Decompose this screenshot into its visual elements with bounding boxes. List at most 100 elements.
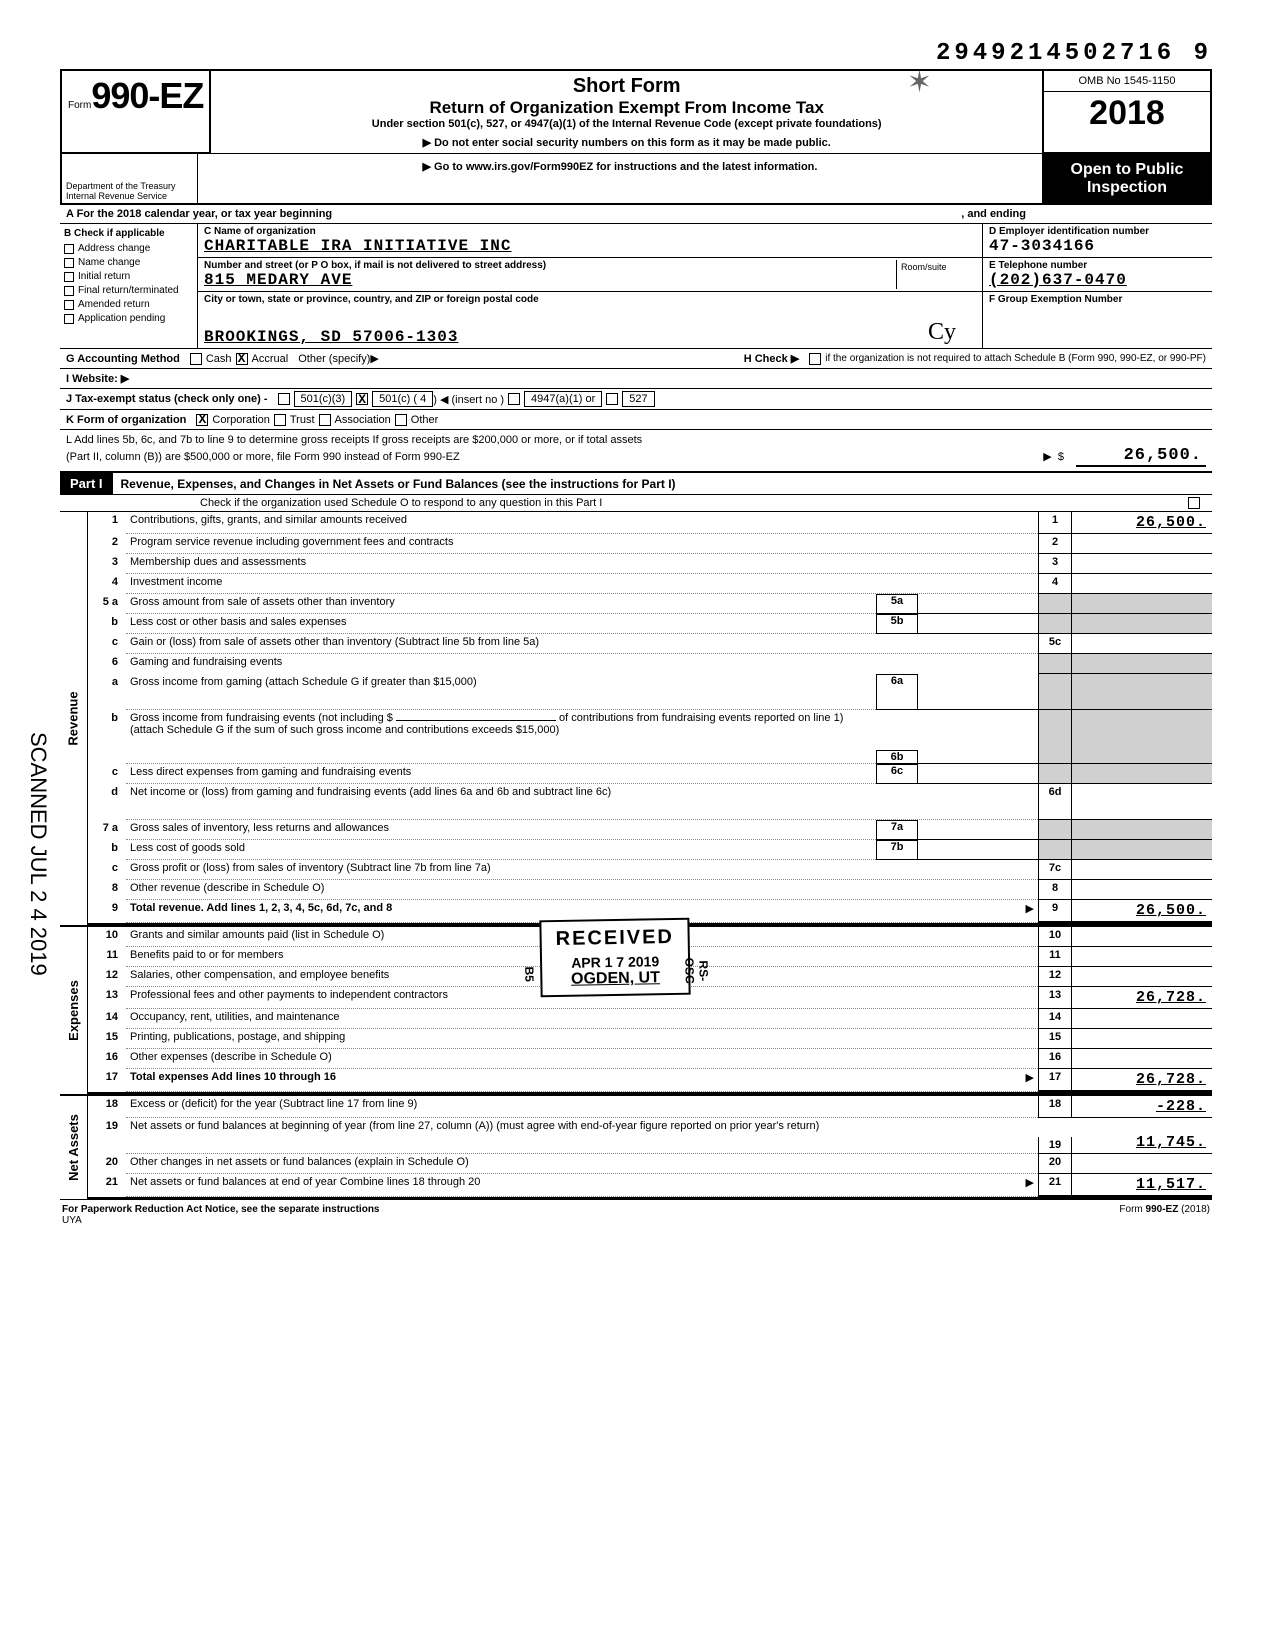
label-other-method: Other (specify)▶ <box>298 352 379 365</box>
chk-application-pending[interactable]: Application pending <box>64 313 193 324</box>
line-2-value <box>1072 534 1212 554</box>
value-street: 815 MEDARY AVE <box>204 271 896 289</box>
line-11-desc: Benefits paid to or for members <box>126 947 1038 967</box>
col-DEF: D Employer identification number 47-3034… <box>982 224 1212 348</box>
col-B: B Check if applicable Address change Nam… <box>60 224 198 348</box>
chk-name-change[interactable]: Name change <box>64 257 193 268</box>
line-19-value: 11,745. <box>1072 1132 1212 1154</box>
col-B-header: B Check if applicable <box>64 228 193 239</box>
chk-association[interactable] <box>319 414 331 426</box>
line-13-value: 26,728. <box>1072 987 1212 1009</box>
header-block: B Check if applicable Address change Nam… <box>60 224 1212 349</box>
open-public-badge: Open to Public Inspection <box>1042 154 1212 203</box>
line-11-value <box>1072 947 1212 967</box>
row-A: A For the 2018 calendar year, or tax yea… <box>60 205 1212 224</box>
footer: For Paperwork Reduction Act Notice, see … <box>60 1199 1212 1230</box>
scanned-stamp: SCANNED JUL 2 4 2019 <box>25 732 51 976</box>
line-10-value <box>1072 927 1212 947</box>
line-7b-desc: Less cost of goods sold <box>126 840 876 860</box>
label-phone: E Telephone number <box>989 260 1206 271</box>
chk-501c[interactable] <box>356 393 368 405</box>
chk-final-return[interactable]: Final return/terminated <box>64 285 193 296</box>
row-street: Number and street (or P O box, if mail i… <box>198 258 982 292</box>
label-city: City or town, state or province, country… <box>204 294 976 305</box>
row-I: I Website: ▶ <box>60 369 1212 389</box>
net-assets-section: Net Assets 18Excess or (deficit) for the… <box>60 1094 1212 1199</box>
chk-schedule-O[interactable] <box>1188 497 1200 509</box>
line-6-desc: Gaming and fundraising events <box>126 654 1038 674</box>
insert-no: ) ◀ (insert no ) <box>433 393 504 406</box>
line-10-desc: Grants and similar amounts paid (list in… <box>126 927 1038 947</box>
form-prefix: Form <box>68 100 91 111</box>
line-15-desc: Printing, publications, postage, and shi… <box>126 1029 1038 1049</box>
side-label-expenses: Expenses <box>60 927 88 1094</box>
chk-accrual[interactable] <box>236 353 248 365</box>
box-4947: 4947(a)(1) or <box>524 391 602 407</box>
L-amount: 26,500. <box>1076 446 1206 467</box>
chk-trust[interactable] <box>274 414 286 426</box>
line-5a-desc: Gross amount from sale of assets other t… <box>126 594 876 614</box>
line-4-value <box>1072 574 1212 594</box>
value-phone: (202)637-0470 <box>989 271 1206 289</box>
label-H: H Check ▶ <box>744 352 800 365</box>
label-ein: D Employer identification number <box>989 226 1206 237</box>
line-9-value: 26,500. <box>1072 900 1212 923</box>
line-7a-desc: Gross sales of inventory, less returns a… <box>126 820 876 840</box>
line-7c-value <box>1072 860 1212 880</box>
label-org-name: C Name of organization <box>204 226 976 237</box>
line-14-value <box>1072 1009 1212 1029</box>
box-501c3: 501(c)(3) <box>294 391 353 407</box>
chk-4947[interactable] <box>508 393 520 405</box>
omb-number: OMB No 1545-1150 <box>1044 71 1210 92</box>
initials-mark: Cy <box>928 319 956 346</box>
line-18-desc: Excess or (deficit) for the year (Subtra… <box>126 1096 1038 1118</box>
chk-corporation[interactable] <box>196 414 208 426</box>
line-7c-desc: Gross profit or (loss) from sales of inv… <box>126 860 1038 880</box>
line-5c-value <box>1072 634 1212 654</box>
chk-H[interactable] <box>809 353 821 365</box>
omb-year-box: OMB No 1545-1150 2018 <box>1042 69 1212 154</box>
document-id: 2949214502716 9 <box>60 40 1212 67</box>
col-C: C Name of organization CHARITABLE IRA IN… <box>198 224 982 348</box>
part-I-sub: Check if the organization used Schedule … <box>60 495 1212 512</box>
label-group-exemption: F Group Exemption Number <box>989 294 1206 305</box>
row-F-group: F Group Exemption Number <box>983 292 1212 348</box>
revenue-section: Revenue 1Contributions, gifts, grants, a… <box>60 512 1212 925</box>
line-3-desc: Membership dues and assessments <box>126 554 1038 574</box>
label-website: I Website: ▶ <box>66 372 129 385</box>
room-suite: Room/suite <box>896 260 976 289</box>
chk-address-change[interactable]: Address change <box>64 243 193 254</box>
line-2-desc: Program service revenue including govern… <box>126 534 1038 554</box>
row-L: L Add lines 5b, 6c, and 7b to line 9 to … <box>60 430 1212 473</box>
label-street: Number and street (or P O box, if mail i… <box>204 260 896 271</box>
chk-501c3[interactable] <box>278 393 290 405</box>
dept-label: Department of the Treasury Internal Reve… <box>60 154 198 203</box>
footer-uya: UYA <box>62 1215 82 1226</box>
dept-row: Department of the Treasury Internal Reve… <box>60 154 1212 205</box>
line-19-desc: Net assets or fund balances at beginning… <box>126 1118 1038 1154</box>
form-number-box: Form 990-EZ <box>60 69 211 154</box>
expenses-section: Expenses 10Grants and similar amounts pa… <box>60 925 1212 1094</box>
chk-cash[interactable] <box>190 353 202 365</box>
chk-amended-return[interactable]: Amended return <box>64 299 193 310</box>
row-K: K Form of organization Corporation Trust… <box>60 410 1212 430</box>
title-subtitle: Under section 501(c), 527, or 4947(a)(1)… <box>219 118 1034 130</box>
tax-year: 2018 <box>1044 92 1210 135</box>
note-ssn: ▶ Do not enter social security numbers o… <box>219 136 1034 149</box>
row-A-label: A For the 2018 calendar year, or tax yea… <box>66 208 332 220</box>
value-city: BROOKINGS, SD 57006-1303 <box>204 328 458 346</box>
line-3-value <box>1072 554 1212 574</box>
chk-other-org[interactable] <box>395 414 407 426</box>
title-box: Short Form Return of Organization Exempt… <box>211 69 1042 154</box>
chk-initial-return[interactable]: Initial return <box>64 271 193 282</box>
value-ein: 47-3034166 <box>989 237 1206 255</box>
line-16-value <box>1072 1049 1212 1069</box>
row-GH: G Accounting Method Cash Accrual Other (… <box>60 349 1212 369</box>
row-D-ein: D Employer identification number 47-3034… <box>983 224 1212 258</box>
footer-left: For Paperwork Reduction Act Notice, see … <box>62 1204 380 1215</box>
line-9-desc: Total revenue. Add lines 1, 2, 3, 4, 5c,… <box>126 900 1038 923</box>
label-J: J Tax-exempt status (check only one) - <box>66 393 268 405</box>
form-header: Form 990-EZ Short Form Return of Organiz… <box>60 69 1212 154</box>
label-G: G Accounting Method <box>66 353 180 365</box>
chk-527[interactable] <box>606 393 618 405</box>
